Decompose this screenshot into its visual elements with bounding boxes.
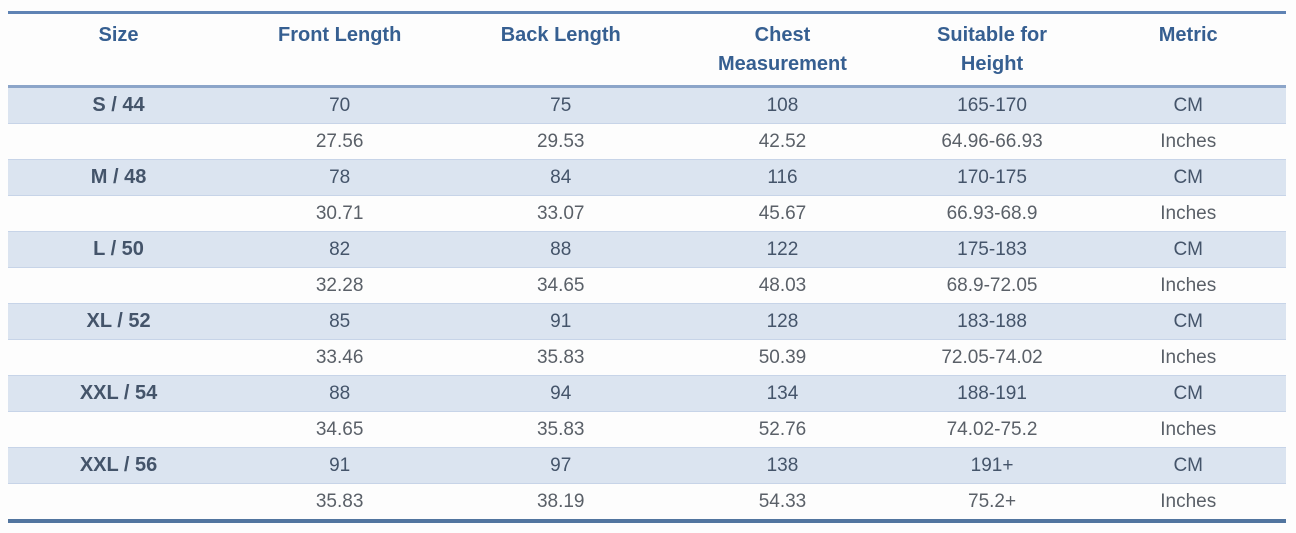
table-cell-metric: CM	[1090, 231, 1286, 268]
table-row: 32.28 34.65 48.03 68.9-72.05 Inches	[8, 267, 1286, 304]
table-cell-metric: Inches	[1090, 267, 1286, 304]
table-cell-front: 85	[229, 303, 451, 340]
size-chart-table: Size Front Length Back Length Chest Measu…	[8, 11, 1286, 523]
table-cell-front: 33.46	[229, 339, 451, 376]
table-row: L / 50 82 88 122 175-183 CM	[8, 231, 1286, 268]
table-cell-height: 191+	[893, 447, 1091, 484]
table-cell-metric: CM	[1090, 375, 1286, 412]
table-cell-back: 35.83	[450, 411, 672, 448]
table-cell-front: 70	[229, 86, 451, 124]
column-header-back-length: Back Length	[450, 12, 672, 88]
table-cell-back: 97	[450, 447, 672, 484]
table-cell-front: 78	[229, 159, 451, 196]
table-cell-height: 188-191	[893, 375, 1091, 412]
table-cell-height: 72.05-74.02	[893, 339, 1091, 376]
table-cell-back: 34.65	[450, 267, 672, 304]
table-cell-front: 27.56	[229, 123, 451, 160]
table-cell-back: 88	[450, 231, 672, 268]
table-cell-height: 165-170	[893, 86, 1091, 124]
table-row: 33.46 35.83 50.39 72.05-74.02 Inches	[8, 339, 1286, 376]
table-cell-chest: 116	[671, 159, 894, 196]
table-cell-chest: 48.03	[671, 267, 894, 304]
table-cell-front: 30.71	[229, 195, 451, 232]
table-cell-back: 91	[450, 303, 672, 340]
table-cell-size	[8, 195, 230, 232]
table-cell-chest: 54.33	[671, 483, 894, 521]
table-cell-height: 74.02-75.2	[893, 411, 1091, 448]
table-cell-height: 75.2+	[893, 483, 1091, 521]
column-header-suitable-height: Suitable for Height	[893, 12, 1091, 88]
table-cell-chest: 108	[671, 86, 894, 124]
table-cell-back: 35.83	[450, 339, 672, 376]
table-cell-metric: Inches	[1090, 195, 1286, 232]
table-cell-front: 82	[229, 231, 451, 268]
table-cell-chest: 138	[671, 447, 894, 484]
table-cell-back: 75	[450, 86, 672, 124]
table-cell-back: 29.53	[450, 123, 672, 160]
table-cell-size: XXL / 54	[8, 375, 230, 412]
table-cell-metric: Inches	[1090, 123, 1286, 160]
table-cell-size: M / 48	[8, 159, 230, 196]
table-cell-height: 66.93-68.9	[893, 195, 1091, 232]
table-cell-size	[8, 339, 230, 376]
table-cell-front: 88	[229, 375, 451, 412]
table-cell-size: S / 44	[8, 86, 230, 124]
table-cell-metric: Inches	[1090, 483, 1286, 521]
table-row: XXL / 56 91 97 138 191+ CM	[8, 447, 1286, 484]
table-cell-metric: Inches	[1090, 339, 1286, 376]
table-row: 35.83 38.19 54.33 75.2+ Inches	[8, 483, 1286, 521]
table-cell-back: 33.07	[450, 195, 672, 232]
table-cell-front: 34.65	[229, 411, 451, 448]
column-header-front-length: Front Length	[229, 12, 451, 88]
table-cell-height: 170-175	[893, 159, 1091, 196]
table-cell-size: XXL / 56	[8, 447, 230, 484]
table-cell-metric: CM	[1090, 159, 1286, 196]
table-cell-chest: 52.76	[671, 411, 894, 448]
table-cell-front: 32.28	[229, 267, 451, 304]
table-cell-size	[8, 411, 230, 448]
table-cell-metric: CM	[1090, 303, 1286, 340]
table-row: 34.65 35.83 52.76 74.02-75.2 Inches	[8, 411, 1286, 448]
header-row: Size Front Length Back Length Chest Measu…	[8, 12, 1286, 88]
table-row: 27.56 29.53 42.52 64.96-66.93 Inches	[8, 123, 1286, 160]
table-cell-chest: 134	[671, 375, 894, 412]
table-cell-back: 84	[450, 159, 672, 196]
table-cell-metric: Inches	[1090, 411, 1286, 448]
table-cell-height: 183-188	[893, 303, 1091, 340]
table-cell-chest: 122	[671, 231, 894, 268]
column-header-metric: Metric	[1090, 12, 1286, 88]
table-row: 30.71 33.07 45.67 66.93-68.9 Inches	[8, 195, 1286, 232]
table-cell-height: 175-183	[893, 231, 1091, 268]
table-row: XXL / 54 88 94 134 188-191 CM	[8, 375, 1286, 412]
column-header-size: Size	[8, 12, 230, 88]
table-cell-front: 35.83	[229, 483, 451, 521]
table-cell-size	[8, 267, 230, 304]
table-cell-front: 91	[229, 447, 451, 484]
table-row: S / 44 70 75 108 165-170 CM	[8, 86, 1286, 124]
table-cell-size: L / 50	[8, 231, 230, 268]
column-header-chest-measurement: Chest Measurement	[671, 12, 894, 88]
table-row: XL / 52 85 91 128 183-188 CM	[8, 303, 1286, 340]
table-cell-height: 64.96-66.93	[893, 123, 1091, 160]
table-cell-back: 38.19	[450, 483, 672, 521]
table-row: M / 48 78 84 116 170-175 CM	[8, 159, 1286, 196]
table-cell-metric: CM	[1090, 86, 1286, 124]
table-cell-size: XL / 52	[8, 303, 230, 340]
table-cell-size	[8, 123, 230, 160]
table-cell-metric: CM	[1090, 447, 1286, 484]
table-cell-chest: 45.67	[671, 195, 894, 232]
table-cell-back: 94	[450, 375, 672, 412]
table-cell-size	[8, 483, 230, 521]
table-cell-chest: 50.39	[671, 339, 894, 376]
table-cell-chest: 128	[671, 303, 894, 340]
table-cell-height: 68.9-72.05	[893, 267, 1091, 304]
table-cell-chest: 42.52	[671, 123, 894, 160]
